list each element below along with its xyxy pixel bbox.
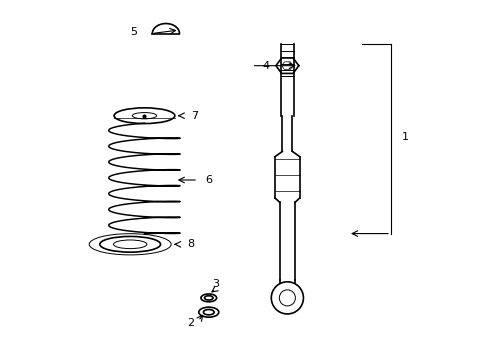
Text: 5: 5 <box>130 27 137 37</box>
Text: 8: 8 <box>187 239 194 249</box>
Text: 6: 6 <box>205 175 212 185</box>
Text: 2: 2 <box>187 318 194 328</box>
Text: 7: 7 <box>190 111 198 121</box>
Text: 1: 1 <box>401 132 408 142</box>
Text: 4: 4 <box>262 61 269 71</box>
Text: 3: 3 <box>212 279 219 289</box>
